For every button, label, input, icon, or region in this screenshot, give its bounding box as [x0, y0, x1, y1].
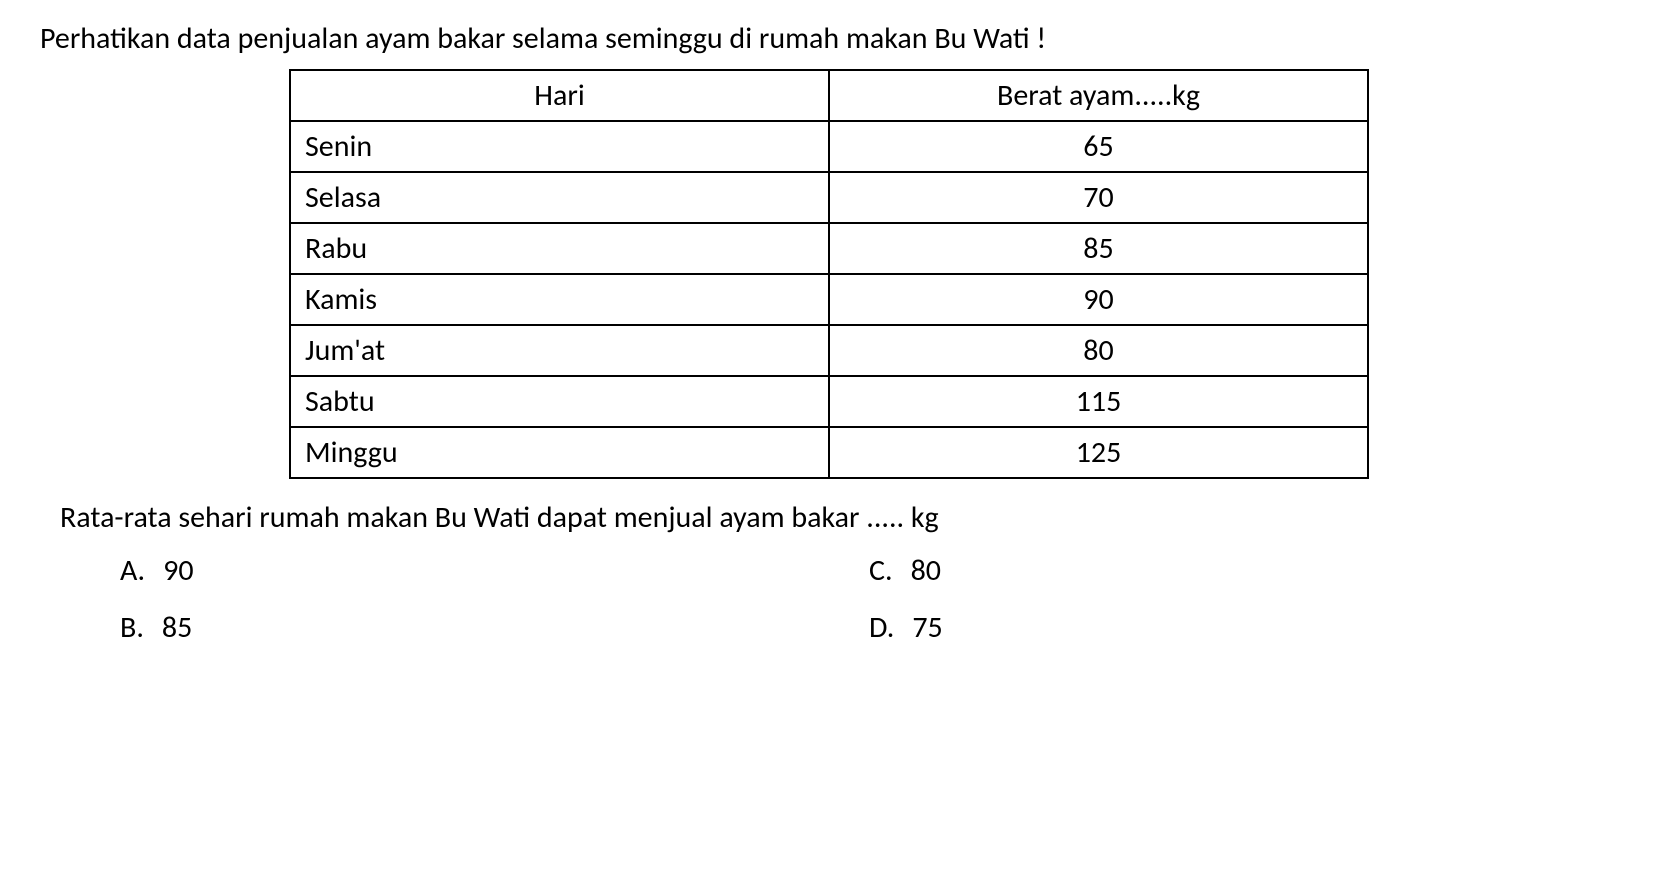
option-letter: D. [869, 609, 894, 646]
option-d: D. 75 [869, 609, 1618, 646]
table-header-row: Hari Berat ayam.....kg [290, 70, 1368, 121]
day-cell: Minggu [290, 427, 829, 478]
day-cell: Selasa [290, 172, 829, 223]
day-cell: Senin [290, 121, 829, 172]
option-a: A. 90 [120, 552, 869, 589]
option-value: 80 [911, 552, 941, 589]
option-c: C. 80 [869, 552, 1618, 589]
value-cell: 65 [829, 121, 1368, 172]
table-wrapper: Hari Berat ayam.....kg Senin 65 Selasa 7… [40, 69, 1618, 479]
value-cell: 115 [829, 376, 1368, 427]
option-value: 75 [912, 609, 942, 646]
table-row: Kamis 90 [290, 274, 1368, 325]
day-cell: Kamis [290, 274, 829, 325]
value-cell: 70 [829, 172, 1368, 223]
value-cell: 125 [829, 427, 1368, 478]
table-row: Sabtu 115 [290, 376, 1368, 427]
table-row: Rabu 85 [290, 223, 1368, 274]
option-letter: B. [120, 609, 144, 646]
table-row: Senin 65 [290, 121, 1368, 172]
value-cell: 80 [829, 325, 1368, 376]
followup-text: Rata-rata sehari rumah makan Bu Wati dap… [40, 499, 1618, 536]
data-table: Hari Berat ayam.....kg Senin 65 Selasa 7… [289, 69, 1369, 479]
day-cell: Jum'at [290, 325, 829, 376]
option-letter: C. [869, 552, 893, 589]
table-row: Minggu 125 [290, 427, 1368, 478]
option-value: 85 [162, 609, 192, 646]
option-b: B. 85 [120, 609, 869, 646]
header-weight: Berat ayam.....kg [829, 70, 1368, 121]
option-value: 90 [163, 552, 193, 589]
day-cell: Rabu [290, 223, 829, 274]
value-cell: 85 [829, 223, 1368, 274]
options-grid: A. 90 C. 80 B. 85 D. 75 [40, 552, 1618, 646]
day-cell: Sabtu [290, 376, 829, 427]
option-letter: A. [120, 552, 145, 589]
table-row: Jum'at 80 [290, 325, 1368, 376]
table-row: Selasa 70 [290, 172, 1368, 223]
question-text: Perhatikan data penjualan ayam bakar sel… [40, 20, 1618, 57]
header-day: Hari [290, 70, 829, 121]
value-cell: 90 [829, 274, 1368, 325]
